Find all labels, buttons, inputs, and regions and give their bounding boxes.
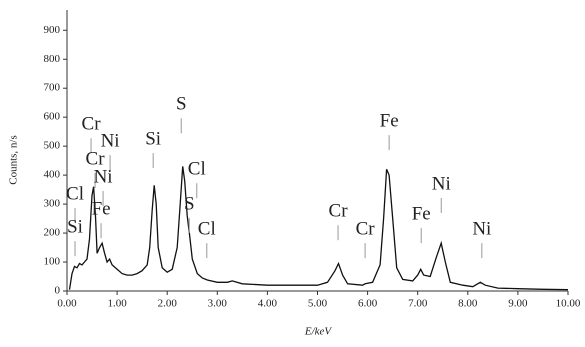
y-tick-label: 600 <box>44 111 61 123</box>
spectrum-line <box>68 166 569 291</box>
y-tick-label: 100 <box>44 256 61 268</box>
x-tick-label: 10.00 <box>556 298 581 310</box>
peak-label: Si <box>67 216 83 237</box>
y-tick-label: 200 <box>44 227 61 239</box>
x-axis-label: E/keV <box>304 326 333 338</box>
x-tick-label: 3.00 <box>208 298 228 310</box>
y-tick-label: 500 <box>44 140 61 152</box>
x-tick-label: 2.00 <box>158 298 178 310</box>
x-tick-label: 5.00 <box>308 298 328 310</box>
x-tick-label: 1.00 <box>107 298 127 310</box>
peak-label: S <box>176 94 187 115</box>
peak-label: Fe <box>380 110 399 131</box>
peak-label: Cl <box>198 219 216 240</box>
peak-label: Fe <box>412 203 431 224</box>
peak-label: Cr <box>329 201 349 222</box>
peak-label: Cr <box>86 148 106 169</box>
y-axis-label: Counts, n/s <box>8 135 20 185</box>
peak-label: Cr <box>356 219 376 240</box>
y-tick-label: 700 <box>44 82 61 94</box>
peak-label: S <box>184 193 195 214</box>
y-tick-label: 800 <box>44 53 61 65</box>
y-tick-label: 0 <box>55 285 61 297</box>
x-tick-label: 6.00 <box>358 298 378 310</box>
x-tick-label: 9.00 <box>508 298 528 310</box>
peak-label: Cl <box>66 183 84 204</box>
peak-label: Ni <box>101 130 120 151</box>
y-tick-label: 300 <box>44 198 61 210</box>
x-tick-label: 7.00 <box>408 298 428 310</box>
x-tick-label: 0.00 <box>57 298 77 310</box>
x-tick-label: 4.00 <box>258 298 278 310</box>
peak-label: Fe <box>92 199 111 220</box>
peak-label: Ni <box>94 166 113 187</box>
x-tick-label: 8.00 <box>458 298 478 310</box>
peak-label: Ni <box>432 173 451 194</box>
peak-label: Cl <box>188 159 206 180</box>
peak-label: Ni <box>472 219 491 240</box>
y-tick-label: 400 <box>44 169 61 181</box>
peak-label: Si <box>145 128 161 149</box>
peak-label: Cr <box>82 114 102 135</box>
y-tick-label: 900 <box>44 24 61 36</box>
